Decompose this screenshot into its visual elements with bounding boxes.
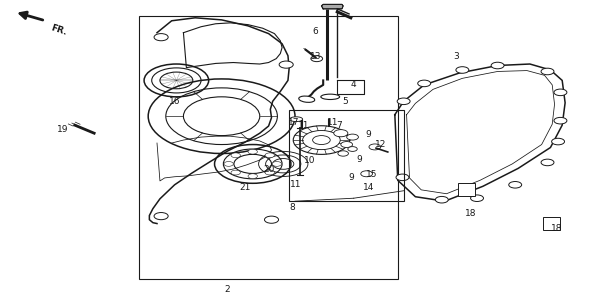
Text: 7: 7	[336, 121, 342, 130]
Circle shape	[554, 117, 567, 124]
Text: 18: 18	[466, 209, 477, 218]
Text: 20: 20	[263, 165, 274, 174]
Circle shape	[264, 216, 278, 223]
Text: 21: 21	[240, 183, 251, 192]
Text: 11: 11	[327, 118, 339, 127]
Text: 15: 15	[366, 170, 377, 179]
Text: 9: 9	[366, 130, 371, 138]
Text: 11: 11	[290, 180, 302, 189]
Circle shape	[338, 151, 349, 156]
Circle shape	[341, 141, 353, 147]
Circle shape	[347, 134, 358, 140]
Text: 18: 18	[550, 224, 562, 233]
Ellipse shape	[290, 117, 303, 122]
Circle shape	[541, 159, 554, 166]
Circle shape	[541, 68, 554, 75]
Circle shape	[554, 89, 567, 96]
Text: 11: 11	[298, 121, 310, 130]
Text: 13: 13	[310, 52, 322, 61]
Bar	[289, 110, 404, 201]
Text: 4: 4	[351, 80, 356, 89]
Circle shape	[418, 80, 431, 87]
Circle shape	[471, 195, 483, 201]
Text: 8: 8	[289, 203, 295, 212]
Circle shape	[279, 61, 293, 68]
Circle shape	[313, 135, 330, 144]
Text: FR.: FR.	[50, 23, 68, 36]
Bar	[458, 183, 475, 197]
Circle shape	[435, 197, 448, 203]
Circle shape	[456, 67, 469, 73]
Text: 9: 9	[348, 173, 353, 182]
Circle shape	[248, 174, 257, 178]
Circle shape	[231, 153, 240, 158]
Circle shape	[265, 170, 274, 175]
Text: 9: 9	[357, 155, 362, 164]
Bar	[139, 16, 398, 279]
Text: 3: 3	[454, 52, 460, 61]
Polygon shape	[322, 5, 343, 9]
Text: 2: 2	[225, 285, 230, 294]
Circle shape	[154, 213, 168, 220]
Ellipse shape	[321, 94, 340, 100]
Text: 16: 16	[169, 97, 181, 106]
Circle shape	[265, 153, 274, 158]
Circle shape	[348, 147, 358, 151]
Circle shape	[154, 34, 168, 41]
Text: 6: 6	[313, 27, 319, 36]
Text: 5: 5	[342, 97, 348, 106]
Ellipse shape	[299, 96, 314, 102]
Text: 10: 10	[304, 157, 316, 166]
Circle shape	[231, 170, 240, 175]
Circle shape	[272, 162, 281, 166]
Circle shape	[509, 182, 522, 188]
Text: 12: 12	[375, 140, 386, 149]
Circle shape	[491, 62, 504, 69]
Circle shape	[396, 174, 409, 181]
Bar	[543, 217, 560, 230]
Text: 19: 19	[57, 125, 69, 134]
Circle shape	[334, 130, 348, 137]
Circle shape	[224, 162, 233, 166]
Text: 14: 14	[363, 183, 374, 192]
Circle shape	[552, 138, 565, 145]
Text: 17: 17	[288, 118, 300, 127]
Circle shape	[248, 149, 257, 154]
Circle shape	[397, 98, 410, 104]
